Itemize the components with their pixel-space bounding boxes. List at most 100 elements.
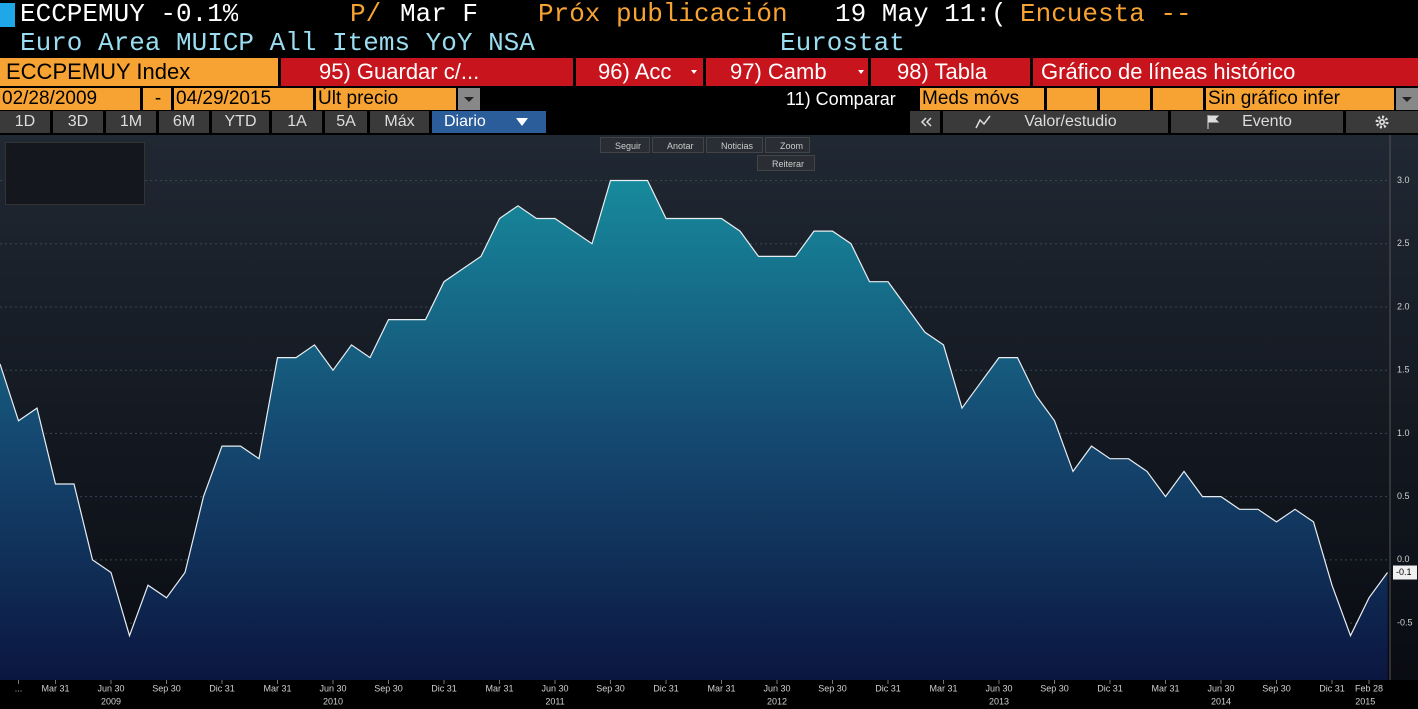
chart-tool[interactable]: Reiterar [757,155,815,171]
y-tick-label: -0.5 [1397,617,1413,627]
range-tab[interactable]: 1D [0,111,50,133]
chevrons [920,117,932,127]
x-tick-label: Dic 31 [653,683,679,693]
range-tab[interactable]: 5A [325,111,367,133]
y-tick-label: 2.5 [1397,238,1410,248]
screen-title: Gráfico de líneas histórico [1033,58,1418,86]
x-tick-label: ... [15,683,23,693]
range-tab[interactable]: 3D [53,111,103,133]
period: Mar F [400,0,479,29]
range-tab[interactable]: 1M [106,111,156,133]
settings[interactable] [1346,111,1418,133]
last-price-label: -0.1 [1396,567,1412,577]
y-tick-label: 3.0 [1397,175,1410,185]
x-tick-label: Jun 30 [1207,683,1234,693]
study[interactable]: Valor/estudio [943,111,1168,133]
gear-icon [1375,115,1389,129]
x-tick-label: Feb 28 [1355,683,1383,693]
next-value: 19 May 11:( [835,0,1007,29]
year-label: 2014 [1211,696,1231,706]
button[interactable]: 97) Camb [706,58,868,86]
year-label: 2011 [545,696,564,706]
x-tick-label: Jun 30 [97,683,124,693]
x-tick-label: Sep 30 [818,683,847,693]
x-tick-label: Jun 30 [541,683,568,693]
study-icon [975,115,991,129]
dropdown[interactable] [458,88,480,110]
dropdown[interactable] [1396,88,1418,110]
x-tick-label: Jun 30 [319,683,346,693]
ticker: ECCPEMUY -0.1% [20,0,239,29]
x-tick-label: Sep 30 [1040,683,1069,693]
start-date[interactable]: 02/28/2009 [0,88,140,110]
chart-tool[interactable]: Zoom [765,137,810,153]
x-tick-label: Jun 30 [985,683,1012,693]
field[interactable]: Últ precio [316,88,456,110]
range-tab[interactable]: 6M [159,111,209,133]
range-tab[interactable]: 1A [272,111,322,133]
year-label: 2012 [767,696,787,706]
x-tick-label: Sep 30 [152,683,181,693]
x-tick-label: Sep 30 [596,683,625,693]
x-tick-label: Jun 30 [763,683,790,693]
compare[interactable]: 11) Comparar [786,89,896,109]
chart-tool[interactable]: Seguir [600,137,650,153]
last-price-box [1393,565,1417,580]
x-tick-label: Mar 31 [929,683,957,693]
year-label: 2013 [989,696,1009,706]
x-tick-label: Dic 31 [431,683,457,693]
x-axis-strip [0,680,1418,709]
x-tick-label: Mar 31 [707,683,735,693]
survey: Encuesta -- [1020,0,1192,29]
moving-averages[interactable]: Meds móvs [920,88,1044,110]
end-date[interactable]: 04/29/2015 [174,88,313,110]
x-tick-label: Sep 30 [1262,683,1291,693]
button[interactable]: 96) Acc [576,58,703,86]
chart: -0.5 0.0 0.5 1.0 1.5 2.0 2.5 3.0 -0.1... Mar 31 Ju… [0,135,1418,709]
dropdown-icon [691,70,697,74]
empty-field[interactable] [1047,88,1097,110]
dropdown-icon [858,70,864,74]
range-tab[interactable]: Máx [370,111,429,133]
x-tick-label: Dic 31 [209,683,235,693]
button[interactable]: 95) Guardar c/... [281,58,573,86]
date-separator: - [143,88,171,110]
area [0,180,1388,680]
year-label: 2009 [101,696,121,706]
x-tick-label: Sep 30 [374,683,403,693]
source: Eurostat [780,29,905,58]
legend-box [5,142,145,205]
x-tick-label: Mar 31 [1151,683,1179,693]
x-tick-label: Mar 31 [41,683,69,693]
year-label: 2015 [1355,696,1375,706]
event[interactable]: Evento [1171,111,1343,133]
dropdown-icon [516,118,528,126]
cursor [0,3,15,27]
chart-tool[interactable]: Noticias [706,137,763,153]
y-tick-label: 0.5 [1397,491,1410,501]
x-tick-label: Dic 31 [875,683,901,693]
x-tick-label: Mar 31 [485,683,513,693]
empty-field[interactable] [1100,88,1150,110]
collapse[interactable] [910,111,940,133]
line [0,179,1388,638]
y-tick-label: 0.0 [1397,554,1410,564]
button[interactable]: 98) Tabla [871,58,1030,86]
year-label: 2010 [323,696,343,706]
lower-chart[interactable]: Sin gráfico infer [1206,88,1394,110]
y-tick-label: 2.0 [1397,301,1410,311]
flag-icon [1207,115,1220,129]
security-box[interactable]: ECCPEMUY Index [0,58,278,86]
price-label: P/ [350,0,382,29]
next-label: Próx publicación [538,0,788,29]
chart-tool[interactable]: Anotar [652,137,704,153]
y-tick-label: 1.5 [1397,365,1410,375]
x-tick-label: Dic 31 [1097,683,1123,693]
frequency[interactable]: Diario [432,111,546,133]
empty-field[interactable] [1153,88,1203,110]
x-tick-label: Mar 31 [263,683,291,693]
range-tab[interactable]: YTD [212,111,269,133]
x-tick-label: Dic 31 [1319,683,1345,693]
security-name: Euro Area MUICP All Items YoY NSA [20,29,535,58]
